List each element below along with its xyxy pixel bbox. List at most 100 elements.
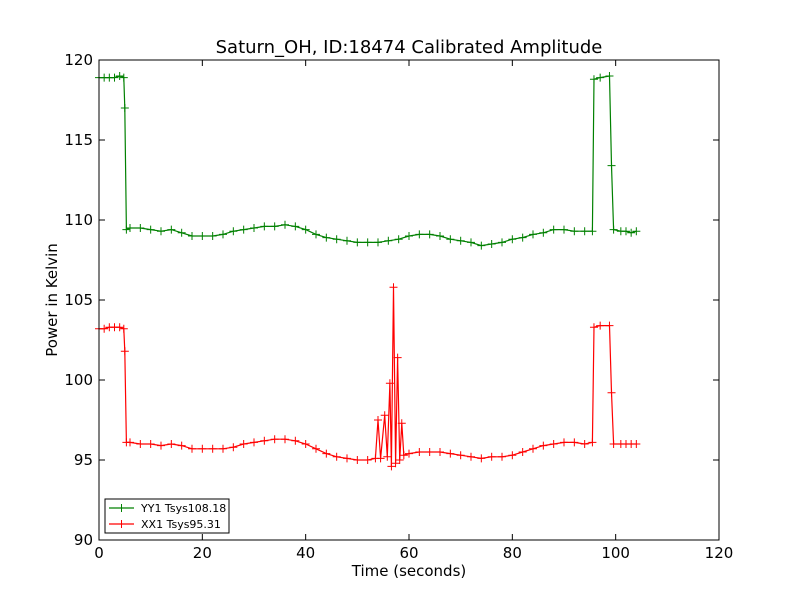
data-point — [136, 224, 145, 232]
y-tick-label: 90 — [74, 531, 93, 549]
data-point — [270, 435, 279, 444]
data-point — [425, 448, 434, 456]
x-axis-label: Time (seconds) — [351, 562, 467, 580]
data-point — [270, 222, 279, 231]
data-point — [380, 411, 389, 420]
data-point — [110, 73, 119, 82]
data-point — [208, 444, 217, 453]
x-tick-label: 20 — [193, 544, 212, 562]
data-point — [167, 225, 176, 234]
data-point — [498, 238, 506, 247]
data-point — [607, 388, 616, 397]
y-tick-label: 120 — [64, 51, 93, 69]
data-point — [120, 104, 129, 112]
data-point — [529, 230, 537, 239]
data-point — [596, 73, 605, 82]
data-point — [126, 438, 134, 447]
data-point — [188, 232, 196, 240]
data-point — [374, 416, 382, 424]
data-point — [632, 227, 641, 236]
data-point — [219, 444, 227, 453]
data-point — [376, 454, 385, 463]
data-point — [322, 233, 331, 242]
legend-label: XX1 Tsys95.31 — [141, 518, 221, 531]
data-point — [425, 230, 434, 239]
data-point — [570, 227, 579, 236]
x-tick-label: 80 — [503, 544, 522, 562]
data-point — [281, 220, 289, 229]
data-point — [605, 72, 614, 80]
data-point — [250, 438, 258, 447]
data-point — [291, 436, 300, 445]
data-point — [391, 459, 400, 468]
data-point — [332, 452, 341, 461]
series-0 — [95, 72, 641, 250]
data-point — [436, 232, 444, 240]
data-point — [146, 225, 155, 234]
data-point — [100, 324, 109, 333]
data-point — [415, 448, 424, 456]
data-point — [115, 72, 124, 80]
data-point — [383, 452, 392, 461]
data-point — [312, 230, 320, 239]
data-point — [580, 440, 589, 448]
chart-title: Saturn_OH, ID:18474 Calibrated Amplitude — [216, 37, 603, 58]
data-point — [395, 456, 404, 464]
data-point — [239, 440, 248, 448]
data-point — [498, 452, 506, 461]
data-point — [353, 456, 362, 464]
data-point — [208, 232, 217, 240]
data-point — [467, 238, 475, 247]
data-point — [136, 440, 145, 448]
data-point — [157, 441, 165, 450]
legend-marker — [117, 504, 126, 512]
x-tick-label: 40 — [296, 544, 315, 562]
series-1 — [95, 283, 641, 471]
y-tick-label: 110 — [64, 211, 93, 229]
data-point — [322, 449, 331, 458]
data-point — [312, 444, 320, 453]
data-point — [446, 449, 455, 458]
data-point — [560, 438, 568, 447]
data-point — [126, 224, 134, 232]
data-point — [239, 225, 248, 234]
data-point — [384, 236, 393, 245]
data-point — [229, 443, 238, 452]
data-point — [291, 222, 300, 231]
data-point — [456, 451, 465, 460]
y-axis-label: Power in Kelvin — [43, 243, 61, 357]
data-point — [301, 225, 310, 234]
data-point — [549, 440, 558, 448]
data-point — [609, 225, 618, 234]
data-point — [589, 323, 598, 332]
data-point — [260, 222, 269, 231]
data-point — [539, 228, 548, 237]
x-tick-label: 120 — [705, 544, 734, 562]
data-point — [363, 238, 372, 247]
data-point — [389, 283, 398, 292]
data-point — [487, 240, 496, 248]
data-point — [119, 324, 128, 333]
data-point — [580, 227, 589, 236]
x-tick-label: 60 — [399, 544, 418, 562]
data-point — [596, 321, 605, 330]
data-point — [146, 440, 155, 448]
data-point — [477, 454, 486, 463]
data-point — [301, 440, 310, 448]
data-point — [119, 73, 128, 82]
data-point — [343, 236, 351, 245]
data-point — [332, 235, 341, 244]
data-point — [260, 436, 269, 445]
legend-entry: YY1 Tsys108.18 — [109, 502, 226, 515]
x-tick-label: 0 — [94, 544, 104, 562]
data-point — [632, 440, 641, 448]
data-point — [622, 227, 630, 236]
y-tick-label: 115 — [64, 131, 93, 149]
data-point — [609, 440, 618, 448]
data-point — [177, 441, 186, 450]
data-point — [374, 238, 382, 247]
data-point — [456, 236, 465, 245]
data-point — [405, 449, 413, 458]
data-point — [487, 452, 496, 461]
